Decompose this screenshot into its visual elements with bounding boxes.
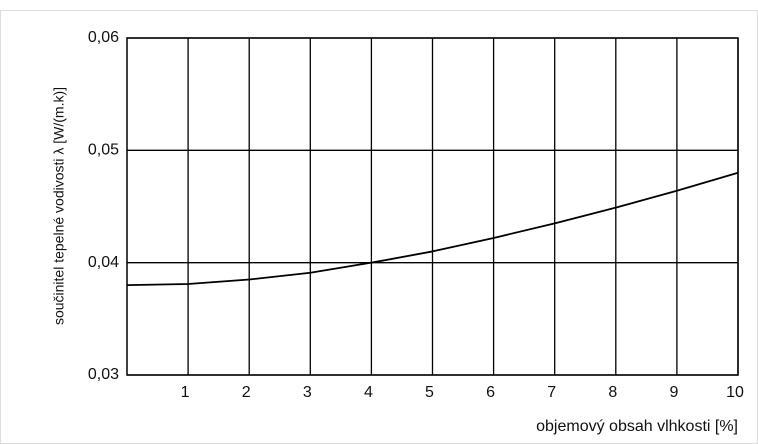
y-tick-label: 0,05 [88,142,119,159]
y-tick-label: 0,03 [88,366,119,383]
y-tick-label: 0,06 [88,29,119,46]
x-tick-label: 1 [181,384,190,401]
x-tick-label: 4 [364,384,373,401]
y-tick-label: 0,04 [88,254,119,271]
x-tick-label: 8 [608,384,617,401]
x-tick-label: 3 [303,384,312,401]
y-axis-label: součinitel tepelné vodivosti λ [W/(m.k)] [51,87,67,325]
x-axis-label: objemový obsah vlhkosti [%] [536,418,738,435]
x-tick-label: 10 [726,384,744,401]
x-tick-label: 2 [242,384,251,401]
x-tick-label: 9 [669,384,678,401]
data-line [126,171,739,287]
x-tick-label: 5 [425,384,434,401]
x-tick-label: 6 [486,384,495,401]
x-tick-label: 7 [547,384,556,401]
